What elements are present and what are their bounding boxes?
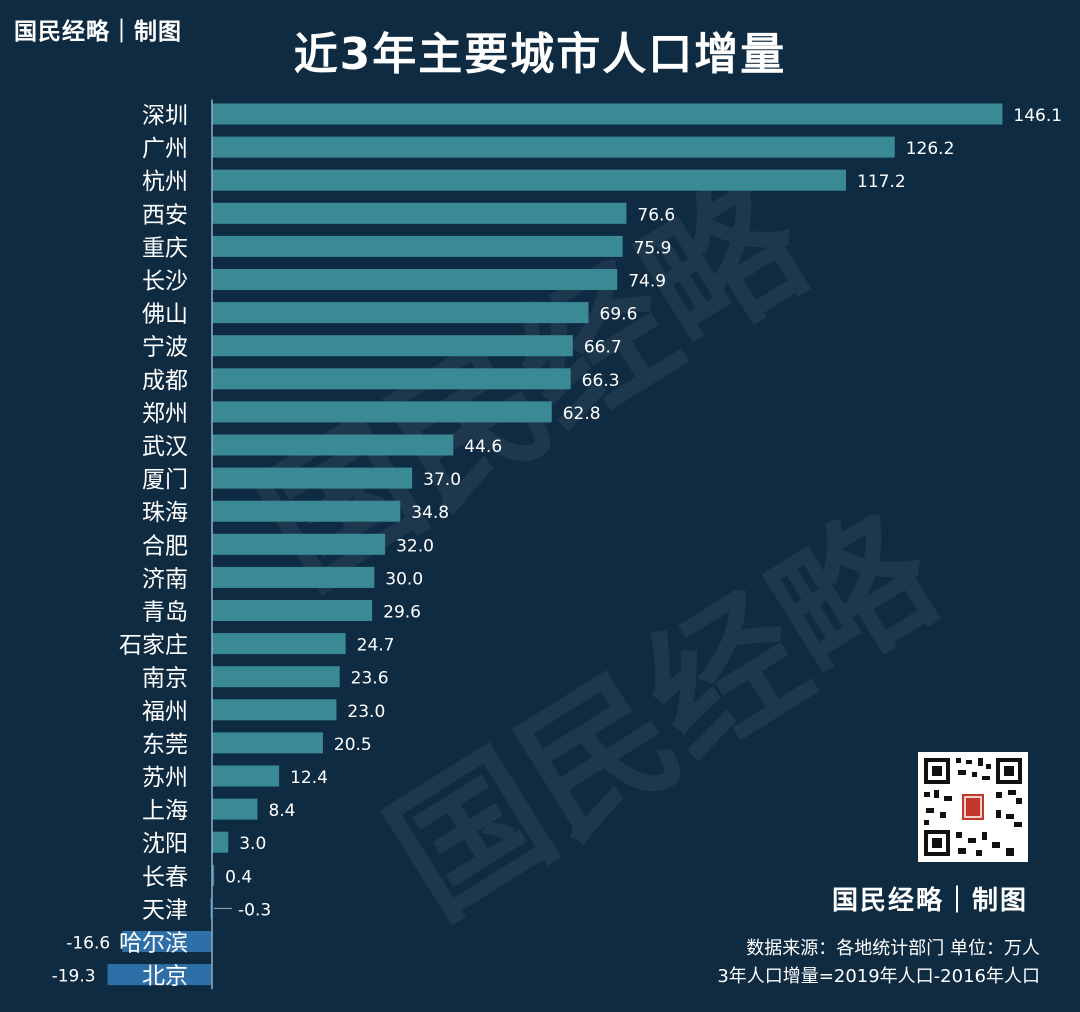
data-label: 23.0 (347, 702, 385, 722)
data-label: 126.2 (906, 139, 955, 159)
data-label: 24.7 (357, 636, 395, 656)
category-labels: 深圳广州杭州西安重庆长沙佛山宁波成都郑州武汉厦门珠海合肥济南青岛石家庄南京福州东… (119, 103, 188, 990)
category-label: 武汉 (142, 434, 188, 460)
bar (212, 533, 386, 555)
bar (212, 434, 454, 456)
category-label: 济南 (142, 566, 188, 592)
bar (212, 401, 552, 423)
data-label: 30.0 (385, 569, 423, 589)
data-label: 0.4 (225, 867, 252, 887)
data-label: 3.0 (239, 834, 266, 854)
data-label: 74.9 (628, 272, 666, 292)
data-label: 76.6 (637, 205, 675, 225)
data-label: -16.6 (66, 934, 110, 954)
data-label: 37.0 (423, 470, 461, 490)
category-label: 杭州 (142, 169, 188, 195)
bar (212, 467, 413, 489)
category-label: 深圳 (142, 103, 188, 129)
bar (212, 633, 346, 655)
formula-note: 3年人口增量=2019年人口-2016年人口 (717, 966, 1040, 987)
bar (212, 269, 618, 290)
category-label: 郑州 (142, 401, 188, 427)
category-label: 石家庄 (119, 633, 188, 659)
bar (212, 765, 280, 787)
bar (212, 864, 215, 886)
bar (212, 302, 589, 324)
bar (212, 732, 323, 754)
category-label: 珠海 (142, 500, 188, 526)
bar (212, 202, 627, 224)
data-label: -19.3 (52, 967, 96, 987)
bar (212, 335, 573, 357)
category-label: 西安 (142, 202, 188, 228)
data-label: 117.2 (857, 172, 906, 192)
category-label: 上海 (142, 798, 188, 824)
category-label: 佛山 (142, 302, 188, 328)
category-label: 宁波 (142, 335, 188, 361)
bar (212, 798, 258, 820)
source-note: 数据来源：各地统计部门 单位：万人 (746, 938, 1040, 959)
data-label: 146.1 (1013, 106, 1062, 126)
category-label: 苏州 (142, 765, 188, 791)
data-label: 34.8 (411, 503, 449, 523)
header-brand: 国民经略｜制图 (14, 18, 182, 45)
bar (212, 831, 229, 853)
bar (212, 103, 1003, 125)
bar (212, 566, 375, 588)
bar (212, 666, 340, 688)
data-label: 20.5 (334, 735, 372, 755)
category-label: 广州 (142, 136, 188, 162)
footer-brand: 国民经略｜制图 (831, 886, 1028, 916)
qr-code-icon (918, 752, 1028, 862)
category-label: 哈尔滨 (119, 931, 188, 957)
data-label: 62.8 (563, 404, 601, 424)
category-label: 南京 (142, 666, 188, 692)
bar (212, 169, 847, 191)
category-label: 北京 (142, 964, 188, 990)
bar (212, 136, 895, 158)
data-label: 12.4 (290, 768, 328, 788)
category-label: 长春 (142, 864, 188, 890)
chart-title: 近3年主要城市人口增量 (293, 29, 787, 80)
bar-series (107, 103, 1003, 986)
bar (122, 931, 212, 952)
data-label: -0.3 (238, 900, 271, 920)
category-label: 厦门 (142, 467, 188, 493)
category-label: 长沙 (142, 269, 188, 295)
data-label: 23.6 (351, 669, 389, 689)
data-label: 44.6 (464, 437, 502, 457)
data-label: 66.3 (582, 371, 620, 391)
bar (212, 235, 623, 257)
bar (212, 500, 401, 522)
data-label: 8.4 (268, 801, 295, 821)
bar (107, 964, 212, 986)
bar (212, 699, 337, 721)
category-label: 重庆 (142, 235, 188, 261)
category-label: 合肥 (142, 533, 188, 559)
category-label: 青岛 (142, 600, 188, 626)
category-label: 福州 (142, 699, 188, 725)
category-label: 成都 (142, 368, 188, 394)
bar (212, 600, 373, 621)
category-label: 沈阳 (142, 831, 188, 857)
bar (210, 897, 212, 919)
data-label: 29.6 (383, 603, 421, 623)
data-label: 69.6 (600, 305, 638, 325)
category-label: 天津 (142, 897, 188, 923)
category-label: 东莞 (142, 732, 188, 758)
data-label: 75.9 (634, 238, 672, 258)
bar (212, 368, 571, 390)
data-label: 66.7 (584, 338, 622, 358)
data-label: 32.0 (396, 536, 434, 556)
